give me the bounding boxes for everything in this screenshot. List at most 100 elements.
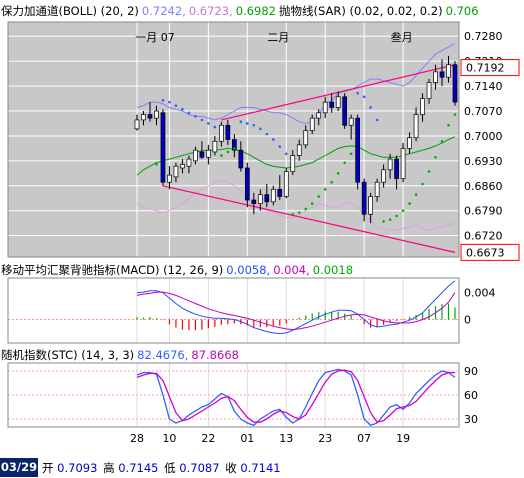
sar-dot: [323, 188, 327, 191]
sar-dot: [375, 118, 379, 122]
sar-dot: [395, 214, 398, 218]
candle-body: [186, 158, 192, 167]
y-tick-label: 0.7000: [464, 130, 503, 143]
x-tick-label: 28: [130, 432, 144, 445]
candle-body: [439, 71, 445, 78]
y-tick-label: 0.7280: [464, 30, 503, 43]
stc-y-tick-label: 60: [464, 389, 478, 402]
open-label: 开: [42, 461, 54, 475]
sar-dot: [168, 100, 171, 104]
candle-body: [206, 149, 211, 158]
sar-dot: [291, 212, 295, 216]
stc-title: 随机指数(STC) (14, 3, 3): [1, 348, 135, 362]
sar-dot: [207, 122, 210, 125]
sar-dot: [271, 138, 275, 141]
macd-y-tick-label: 0.004: [464, 287, 496, 300]
sar-dot: [401, 209, 405, 213]
sar-dot: [317, 195, 321, 198]
macd-plot-area[interactable]: [8, 278, 459, 343]
sar-dot: [336, 172, 340, 175]
candle-body: [433, 71, 438, 83]
ohlc-footer: 03/29 开 0.7093 高 0.7145 低 0.7087 收 0.714…: [0, 458, 524, 478]
boll-upper-line: [136, 42, 456, 125]
candle-body: [283, 171, 289, 197]
high-label: 高: [103, 461, 115, 475]
low-label: 低: [164, 461, 176, 475]
macd-title: 移动平均汇聚背驰指标(MACD) (12, 26, 9): [1, 263, 224, 277]
candle-body: [160, 112, 166, 183]
macd-panel-header: 移动平均汇聚背驰指标(MACD) (12, 26, 9) 0.0058, 0.004…: [1, 262, 356, 278]
candle-body: [173, 165, 179, 178]
candle-body: [361, 181, 367, 215]
stc-d-line: [136, 369, 455, 423]
date-badge: 03/29: [0, 458, 38, 477]
y-tick-label: 0.7070: [464, 105, 503, 118]
sar-dot: [421, 182, 424, 186]
candle-body: [199, 151, 205, 158]
x-tick-label: 01: [240, 432, 254, 445]
open-value: 0.7093: [57, 461, 98, 475]
y-tick-label: 0.6720: [464, 230, 503, 243]
candle-body: [193, 149, 198, 162]
last-price-label: 0.7192: [466, 62, 505, 75]
sar-dot: [362, 95, 366, 99]
candle-body: [180, 164, 185, 169]
marker-price-label: 0.6673: [466, 246, 505, 259]
boll-title: 保力加通道(BOLL) (20, 2): [1, 4, 139, 18]
candle-body: [244, 167, 250, 201]
sar-dot: [349, 152, 353, 156]
sar-dot: [284, 152, 288, 156]
close-value: 0.7141: [240, 461, 281, 475]
month-label: 叁月: [391, 30, 413, 44]
y-tick-label: 0.6930: [464, 155, 503, 168]
macd-value: 0.0058,: [226, 263, 271, 277]
sar-dot: [440, 139, 444, 143]
sar-dot: [239, 120, 243, 123]
stc-k-value: 82.4676,: [137, 348, 189, 362]
macd-y-tick-label: 0: [464, 314, 471, 327]
candle-body: [420, 98, 425, 115]
sar-dot: [213, 125, 217, 129]
sar-dot: [161, 99, 165, 102]
candle-body: [452, 64, 458, 103]
x-tick-label: 07: [357, 432, 371, 445]
candle-body: [309, 117, 315, 131]
candle-body: [394, 158, 399, 180]
sar-dot: [187, 111, 191, 115]
candle-body: [257, 194, 263, 204]
sar-dot: [427, 170, 431, 173]
boll-upper-value: 0.7242,: [141, 4, 186, 18]
sar-dot: [382, 220, 385, 223]
boll-mid-value: 0.6982: [235, 4, 276, 18]
candle-body: [167, 174, 172, 183]
sar-dot: [434, 156, 437, 159]
stc-panel-header: 随机指数(STC) (14, 3, 3) 82.4676, 87.8668: [1, 347, 242, 363]
candle-body: [264, 194, 270, 203]
candle-body: [368, 196, 373, 215]
sar-title: 抛物线(SAR) (0.02, 0.02, 0.2): [278, 4, 443, 18]
candle-body: [290, 155, 296, 172]
sar-dot: [408, 202, 411, 205]
candle-body: [322, 101, 328, 114]
macd-hist-value: 0.0018: [312, 263, 354, 277]
candle-body: [147, 114, 153, 119]
high-value: 0.7145: [118, 461, 159, 475]
sar-dot: [453, 113, 457, 116]
stc-y-tick-label: 90: [464, 365, 478, 378]
candle-body: [316, 112, 322, 119]
month-label: 二月: [267, 31, 289, 44]
marker-price-label-box: [460, 243, 520, 261]
lower-trend-line: [162, 185, 456, 253]
sar-dot: [369, 106, 372, 109]
candle-body: [387, 158, 393, 171]
x-tick-label: 19: [396, 432, 410, 445]
candle-body: [381, 169, 386, 183]
x-tick-label: 13: [279, 432, 293, 445]
candle-body: [329, 101, 335, 108]
x-tick-label: 23: [318, 432, 332, 445]
sar-dot: [252, 123, 256, 127]
candle-body: [296, 144, 302, 156]
candle-body: [219, 124, 224, 142]
sar-dot: [259, 127, 262, 131]
